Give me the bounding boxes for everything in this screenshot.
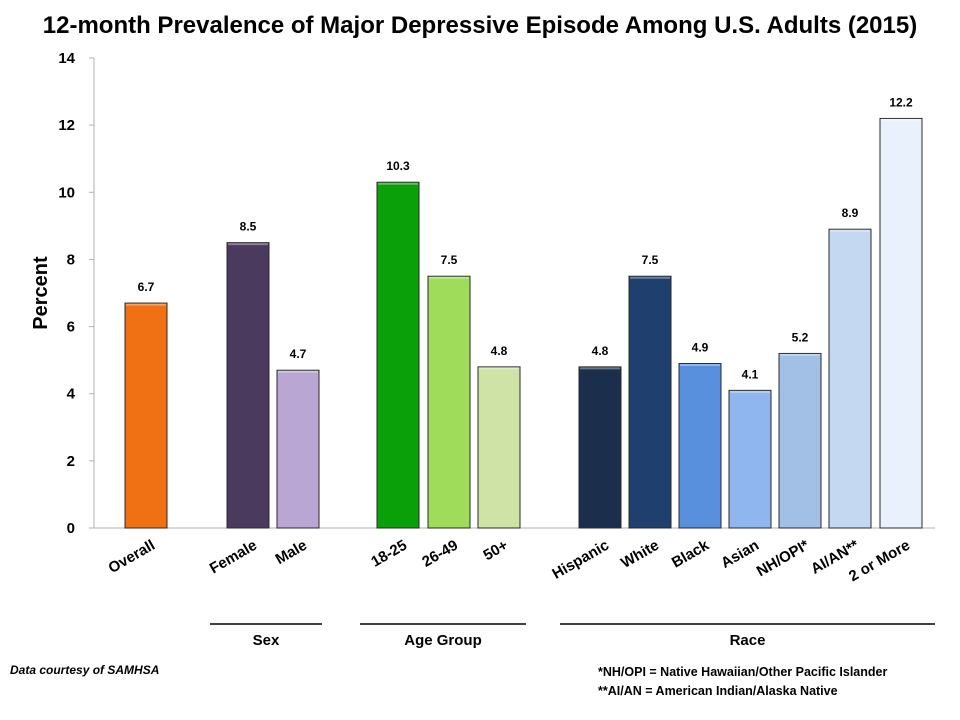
- group-label-race: Race: [730, 632, 766, 649]
- x-tick-labels: Overall Female Male 18-25 26-49 50+ Hispanic Wh…: [105, 536, 913, 585]
- bar-ai-an: [828, 228, 872, 529]
- x-tick-label-white: White: [618, 537, 662, 572]
- value-label-50: 4.8: [491, 344, 508, 358]
- bar-2-or-more: [879, 117, 923, 529]
- y-tick-label: 4: [67, 386, 76, 403]
- data-credit: Data courtesy of SAMHSA: [10, 663, 160, 677]
- y-tick-label: 10: [58, 184, 75, 201]
- y-tick-label: 8: [67, 251, 75, 268]
- group-labels: Sex Age Group Race: [210, 623, 935, 649]
- x-tick-label-black: Black: [669, 536, 713, 571]
- group-label-age-group: Age Group: [404, 632, 482, 649]
- y-tick-label: 0: [67, 520, 75, 537]
- bar-18-25: [376, 181, 420, 529]
- value-label-male: 4.7: [290, 347, 307, 361]
- value-label-overall: 6.7: [138, 280, 155, 294]
- x-tick-label-overall: Overall: [105, 537, 158, 577]
- chart-title: 12-month Prevalence of Major Depressive …: [43, 12, 917, 39]
- bar-white: [628, 275, 672, 529]
- bars: [124, 117, 923, 529]
- x-tick-label-26-49: 26-49: [419, 537, 461, 571]
- y-axis-label: Percent: [30, 256, 52, 330]
- y-tick-label: 2: [67, 453, 75, 470]
- value-label-white: 7.5: [642, 253, 659, 267]
- value-label-hispanic: 4.8: [592, 344, 609, 358]
- value-label-26-49: 7.5: [441, 253, 458, 267]
- bar-50: [477, 366, 521, 529]
- bar-nh-opi: [778, 352, 822, 529]
- x-tick-label-18-25: 18-25: [368, 537, 410, 571]
- value-label-black: 4.9: [692, 341, 709, 355]
- bar-26-49: [427, 275, 471, 529]
- value-label-18-25: 10.3: [386, 159, 410, 173]
- bar-hispanic: [578, 366, 622, 529]
- bar-overall: [124, 302, 168, 529]
- bar-black: [678, 363, 722, 529]
- value-label-ai-an: 8.9: [842, 206, 859, 220]
- x-tick-label-50: 50+: [480, 537, 511, 565]
- value-labels: 6.7 8.5 4.7 10.3 7.5 4.8 4.8 7.5 4.9 4.1 5.2 8.9 12.…: [138, 95, 913, 381]
- x-tick-label-male: Male: [273, 537, 310, 568]
- bar-male: [276, 369, 320, 529]
- value-label-female: 8.5: [240, 220, 257, 234]
- footnote-nhopi: *NH/OPI = Native Hawaiian/Other Pacific …: [598, 665, 888, 679]
- y-tick-label: 6: [67, 319, 75, 336]
- x-tick-label-female: Female: [207, 537, 260, 578]
- y-tick-label: 12: [58, 117, 75, 134]
- x-tick-label-hispanic: Hispanic: [549, 537, 612, 583]
- value-label-asian: 4.1: [742, 367, 759, 381]
- y-tick-label: 14: [58, 50, 75, 67]
- footnote-aian: **AI/AN = American Indian/Alaska Native: [598, 684, 838, 698]
- x-tick-label-nh-opi: NH/OPI*: [754, 537, 812, 581]
- bar-asian: [728, 389, 772, 529]
- value-label-2-or-more: 12.2: [889, 95, 913, 109]
- bar-female: [226, 242, 270, 529]
- group-label-sex: Sex: [253, 632, 280, 649]
- value-label-nh-opi: 5.2: [792, 330, 809, 344]
